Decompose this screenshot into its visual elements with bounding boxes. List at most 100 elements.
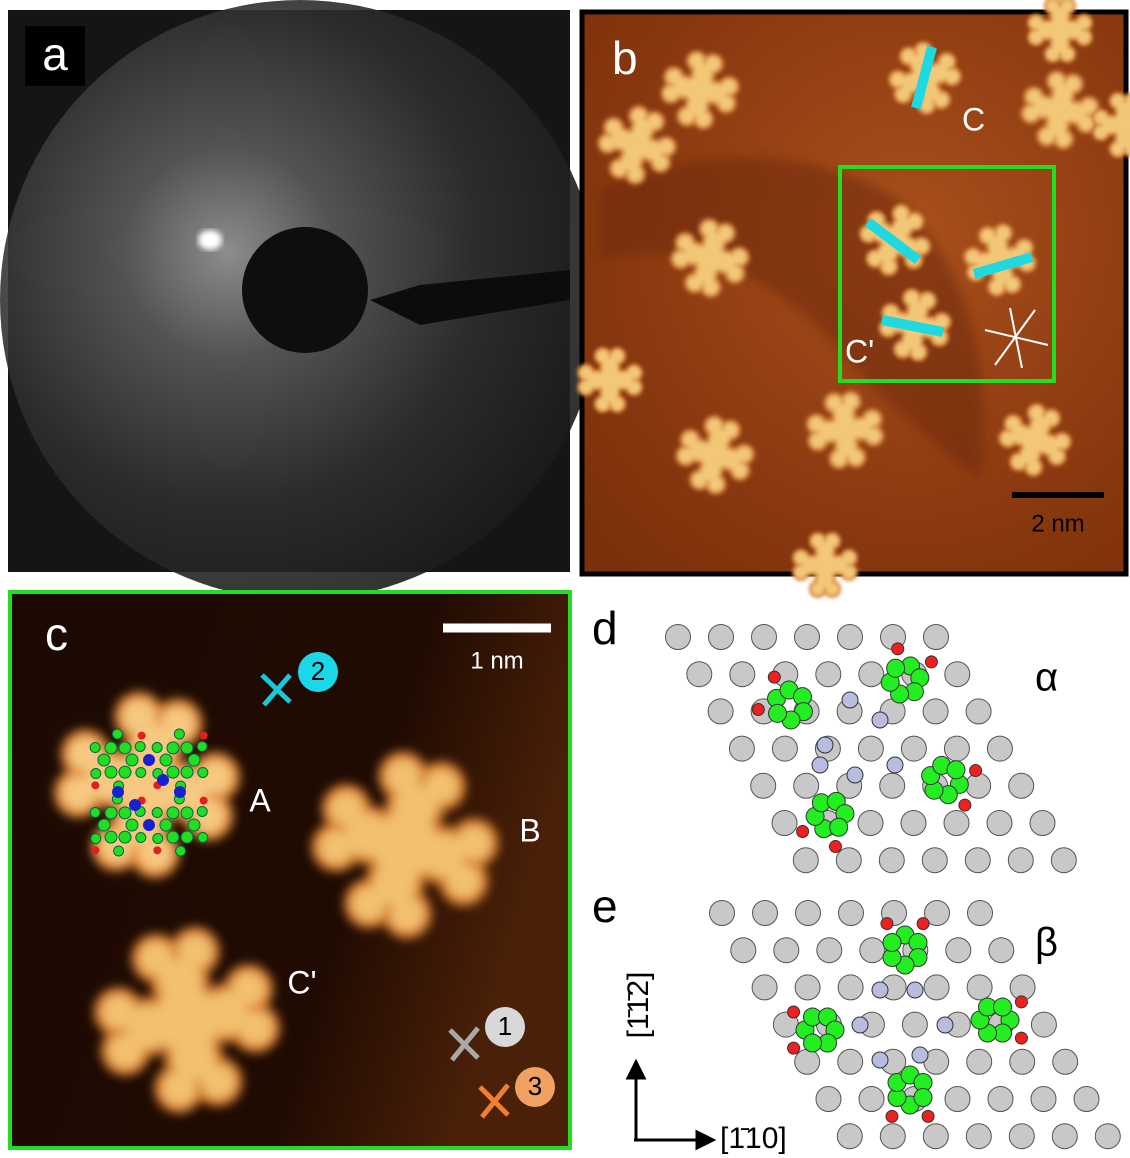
molecule-glow <box>675 415 755 495</box>
lobe <box>996 226 1010 240</box>
lobe <box>178 935 212 969</box>
lobe <box>1126 95 1130 107</box>
lobe <box>810 433 825 448</box>
substrate-atom <box>900 735 927 762</box>
lobe <box>628 366 640 379</box>
lobe <box>1049 73 1064 88</box>
atom <box>196 805 208 817</box>
lobe <box>1052 36 1068 53</box>
lobe <box>827 395 842 410</box>
lobe <box>1031 416 1049 434</box>
lobe <box>837 437 856 456</box>
lobe <box>62 776 96 810</box>
atom <box>829 817 849 837</box>
substrate-atom <box>815 1086 842 1112</box>
lobe <box>834 404 853 423</box>
lobe <box>717 253 736 272</box>
lobe <box>908 214 922 228</box>
substrate-atom <box>943 810 970 836</box>
lobe <box>1066 22 1083 38</box>
atom <box>118 830 132 844</box>
lobe <box>643 141 662 160</box>
substrate-atom <box>945 937 972 964</box>
lobe <box>865 412 880 427</box>
lobe <box>706 56 721 71</box>
atom <box>125 818 139 832</box>
substrate-atom <box>966 974 993 1001</box>
substrate-atom <box>879 1123 906 1150</box>
beam-stop <box>242 227 368 353</box>
lobe <box>1095 126 1107 139</box>
substrate-atom <box>707 698 734 725</box>
lobe <box>1111 95 1124 107</box>
lobe <box>319 830 353 864</box>
molecule <box>660 50 740 130</box>
substrate-atom <box>1030 1086 1057 1112</box>
atom <box>153 846 162 855</box>
atom <box>135 831 147 843</box>
lobe <box>678 448 693 463</box>
lobe <box>843 394 858 409</box>
molecule-glow <box>1092 92 1130 158</box>
atom <box>891 642 905 656</box>
atom <box>118 765 132 779</box>
lobe <box>1039 129 1054 144</box>
substrate-atom <box>943 735 970 762</box>
lobe <box>631 108 646 123</box>
atom <box>880 917 894 931</box>
substrate-atom <box>837 1048 864 1075</box>
annotation: C' <box>845 333 874 369</box>
lobe <box>914 239 928 253</box>
lobe <box>424 769 458 803</box>
substrate-atom <box>879 772 906 799</box>
leed-spot <box>198 230 222 250</box>
lobe <box>696 265 715 284</box>
lobe <box>723 423 738 438</box>
lobe <box>732 250 747 265</box>
lobe <box>795 551 807 564</box>
atom <box>924 655 938 669</box>
zoom-box <box>838 165 1056 383</box>
atom <box>180 806 194 820</box>
lobe <box>1102 117 1119 133</box>
molecule <box>577 347 643 413</box>
atom <box>143 754 155 766</box>
lobe <box>373 861 417 905</box>
substrate-atom <box>752 900 778 926</box>
lobe <box>386 759 420 793</box>
lobe <box>122 700 156 734</box>
substrate-atom <box>751 974 778 1001</box>
molecule <box>1027 0 1093 63</box>
molecule-glow <box>597 105 677 185</box>
molecule-glow <box>660 50 740 130</box>
atom <box>199 796 208 805</box>
molecule-glow <box>1027 0 1093 63</box>
panel-label: b <box>612 32 638 84</box>
substrate-atom <box>878 847 905 874</box>
molecule-glow <box>998 403 1072 477</box>
substrate-atom <box>794 1048 821 1075</box>
atom <box>913 1087 933 1107</box>
lobe <box>683 432 698 447</box>
lobe <box>1126 143 1130 155</box>
lobe <box>686 76 714 104</box>
lobe <box>817 542 833 559</box>
lobe <box>826 583 839 595</box>
substrate-atom <box>728 735 755 762</box>
atom <box>885 1109 899 1123</box>
lobe <box>329 792 363 826</box>
panel-label: a <box>42 28 68 80</box>
lobe <box>1055 435 1069 449</box>
lobe <box>981 229 995 243</box>
lobe <box>718 226 733 241</box>
atom <box>751 703 765 717</box>
atom <box>911 1046 929 1064</box>
lobe <box>647 114 662 129</box>
lobe <box>1030 16 1042 29</box>
lobe <box>687 97 707 116</box>
lobe <box>868 252 882 266</box>
atom <box>174 786 186 798</box>
atom <box>921 1109 935 1123</box>
atom <box>90 768 102 780</box>
lobe <box>1030 31 1042 44</box>
